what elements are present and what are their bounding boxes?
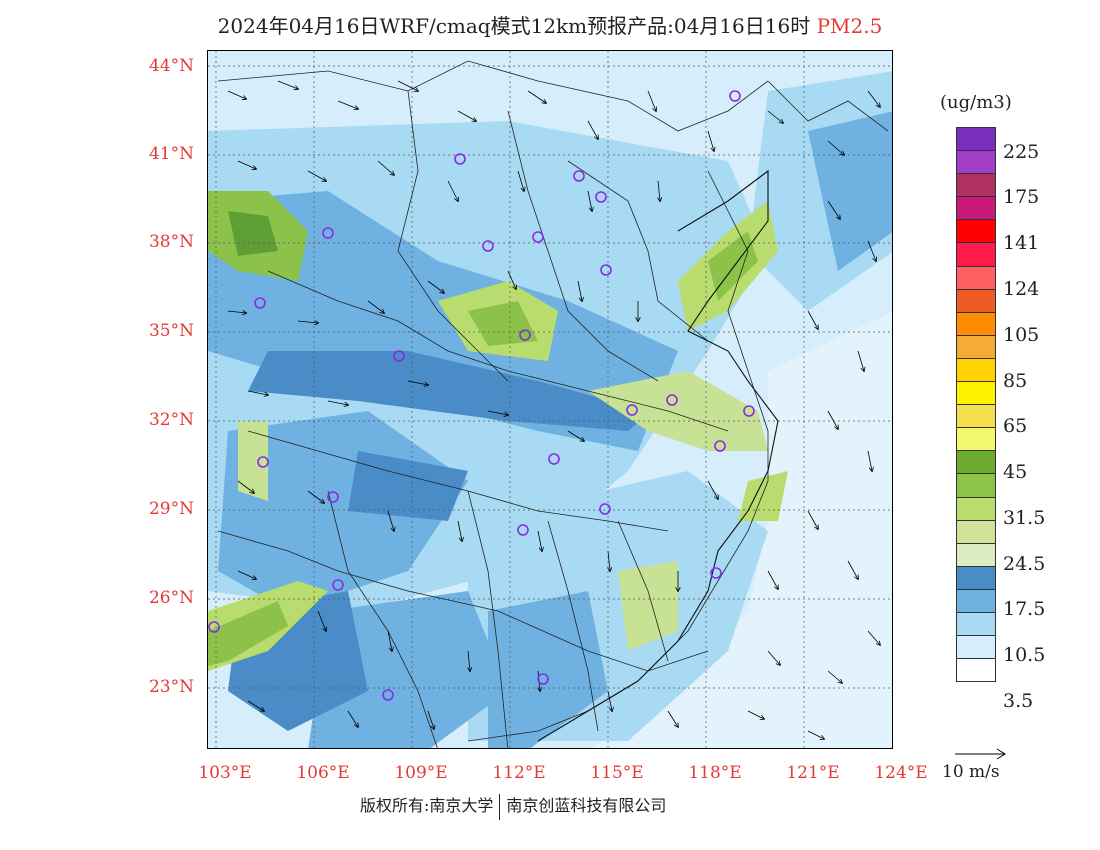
footer-divider xyxy=(499,793,501,820)
legend-label: 175 xyxy=(1003,186,1040,208)
legend-swatch xyxy=(956,127,996,151)
legend-swatch xyxy=(956,196,996,220)
legend-swatch xyxy=(956,334,996,358)
footer: 版权所有:南京大学 南京创蓝科技有限公司 xyxy=(360,792,666,820)
coastline xyxy=(537,169,779,742)
legend-swatch xyxy=(956,588,996,612)
legend-label: 31.5 xyxy=(1003,507,1046,529)
sea-area xyxy=(591,311,892,748)
color-bar xyxy=(956,127,996,683)
legend-swatch xyxy=(956,311,996,335)
legend-label: 141 xyxy=(1003,232,1040,254)
lat-label-41: 41°N xyxy=(148,144,194,164)
province-boundaries xyxy=(217,60,889,748)
legend-swatch xyxy=(956,542,996,566)
legend-swatch xyxy=(956,288,996,312)
legend-swatch xyxy=(956,496,996,520)
title-main: 2024年04月16日WRF/cmaq模式12km预报产品:04月16日16时 xyxy=(217,14,811,38)
legend-label: 105 xyxy=(1003,324,1040,346)
wind-vectors xyxy=(227,80,880,739)
legend-unit: (ug/m3) xyxy=(940,92,1012,113)
legend-label: 10.5 xyxy=(1003,644,1046,666)
legend-swatch xyxy=(956,565,996,589)
legend-swatch xyxy=(956,404,996,428)
lat-label-38: 38°N xyxy=(148,232,194,252)
legend-label: 85 xyxy=(1003,370,1028,392)
legend-swatch xyxy=(956,427,996,451)
chart-title: 2024年04月16日WRF/cmaq模式12km预报产品:04月16日16时 … xyxy=(0,10,1100,39)
lat-label-32: 32°N xyxy=(148,410,194,430)
legend-swatch xyxy=(956,265,996,289)
lat-label-23: 23°N xyxy=(148,677,194,697)
lon-label-103: 103°E xyxy=(198,763,252,783)
legend-swatch xyxy=(956,150,996,174)
graticule xyxy=(208,51,892,748)
legend-label: 3.5 xyxy=(1003,690,1034,712)
lon-label-124: 124°E xyxy=(874,763,928,783)
legend-swatch xyxy=(956,219,996,243)
legend-swatch xyxy=(956,611,996,636)
legend-swatch xyxy=(956,357,996,382)
legend-swatch xyxy=(956,519,996,543)
legend-swatch xyxy=(956,450,996,474)
lat-label-26: 26°N xyxy=(148,588,194,608)
legend-swatch xyxy=(956,658,996,683)
wind-reference-arrow xyxy=(955,748,1006,760)
footer-copyright: 版权所有:南京大学 xyxy=(360,796,494,815)
legend-label: 225 xyxy=(1003,141,1040,163)
lon-label-109: 109°E xyxy=(394,763,448,783)
legend-label: 24.5 xyxy=(1003,553,1046,575)
lon-label-106: 106°E xyxy=(296,763,350,783)
footer-company: 南京创蓝科技有限公司 xyxy=(506,796,667,815)
title-pollutant: PM2.5 xyxy=(816,14,883,38)
pm25-map[interactable] xyxy=(207,50,893,749)
lat-label-29: 29°N xyxy=(148,499,194,519)
lat-label-35: 35°N xyxy=(148,321,194,341)
legend-swatch xyxy=(956,473,996,497)
legend-swatch xyxy=(956,381,996,405)
legend-label: 65 xyxy=(1003,415,1028,437)
legend-swatch xyxy=(956,242,996,266)
lon-label-115: 115°E xyxy=(590,763,644,783)
legend-label: 17.5 xyxy=(1003,598,1046,620)
city-markers xyxy=(208,90,755,701)
lon-label-112: 112°E xyxy=(492,763,546,783)
legend-label: 45 xyxy=(1003,461,1028,483)
lon-label-118: 118°E xyxy=(688,763,742,783)
legend-swatch xyxy=(956,635,996,659)
lat-label-44: 44°N xyxy=(148,56,194,76)
wind-reference-label: 10 m/s xyxy=(942,762,1000,782)
lon-label-121: 121°E xyxy=(786,763,840,783)
legend-label: 124 xyxy=(1003,278,1040,300)
legend-swatch xyxy=(956,173,996,197)
map-canvas xyxy=(208,51,892,748)
